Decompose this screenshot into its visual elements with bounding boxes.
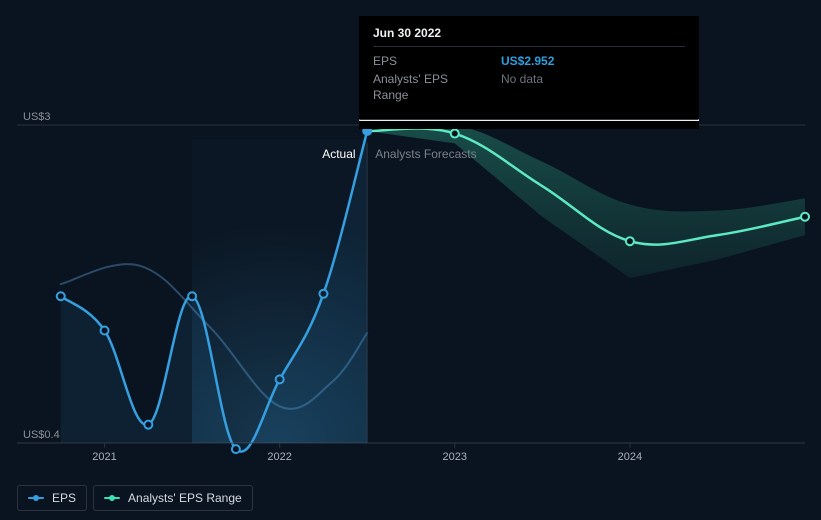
legend-item-eps[interactable]: EPS [17, 485, 87, 511]
chart-tooltip: Jun 30 2022 EPS US$2.952 Analysts' EPS R… [359, 16, 699, 129]
legend-label: EPS [52, 491, 76, 505]
tooltip-key: Analysts' EPS Range [373, 71, 485, 103]
y-tick-label: US$0.4 [23, 429, 60, 441]
legend-swatch-range [104, 494, 120, 502]
tooltip-key: EPS [373, 53, 485, 69]
tooltip-row-eps: EPS US$2.952 [373, 53, 685, 69]
legend-label: Analysts' EPS Range [128, 491, 242, 505]
chart-legend: EPS Analysts' EPS Range [17, 485, 253, 511]
forecast-label: Analysts Forecasts [375, 147, 476, 161]
legend-item-range[interactable]: Analysts' EPS Range [93, 485, 253, 511]
x-tick-label: 2023 [443, 451, 467, 463]
y-tick-label: US$3 [23, 111, 51, 123]
tooltip-row-range: Analysts' EPS Range No data [373, 71, 685, 103]
actual-label: Actual [322, 147, 355, 161]
tooltip-value: US$2.952 [501, 53, 554, 69]
tooltip-divider-bottom [359, 119, 699, 121]
tooltip-value: No data [501, 71, 543, 103]
tooltip-divider [373, 46, 685, 47]
x-tick-label: 2024 [618, 451, 642, 463]
x-tick-label: 2021 [92, 451, 116, 463]
legend-swatch-eps [28, 494, 44, 502]
x-tick-label: 2022 [267, 451, 291, 463]
tooltip-title: Jun 30 2022 [373, 26, 685, 40]
eps-chart: { "colors": { "bg": "#0a1420", "axis": "… [0, 0, 821, 520]
